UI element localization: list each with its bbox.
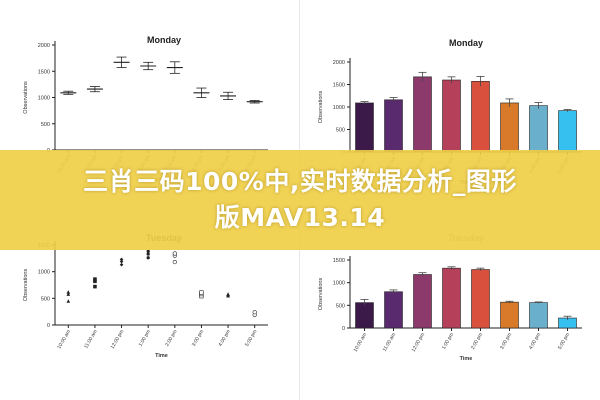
banner-line-1: 三肖三码100%中,实时数据分析_图形: [83, 167, 517, 196]
bar: [413, 274, 432, 329]
x-tick-label: 12:00 pm: [411, 332, 427, 353]
data-point: [199, 290, 204, 295]
banner-line-2: 版MAV13.14: [214, 203, 386, 232]
y-tick-label: 1500: [333, 83, 345, 89]
y-tick-label: 2000: [38, 43, 50, 49]
data-point: [146, 256, 150, 260]
x-tick-label: 12:00 pm: [110, 329, 126, 350]
x-tick-label: 10:00 am: [56, 329, 72, 350]
y-tick-label: 1000: [38, 96, 50, 102]
x-tick-label: 11:00 am: [83, 329, 98, 350]
y-tick-label: 500: [336, 303, 345, 309]
x-tick-label: 2:00 pm: [164, 329, 178, 348]
bar: [558, 110, 577, 153]
data-point: [66, 290, 71, 294]
chart-title: Monday: [147, 35, 181, 45]
y-axis-label: Observations: [23, 81, 29, 114]
data-point: [119, 262, 124, 267]
y-tick-label: 500: [41, 122, 50, 128]
data-point: [172, 259, 177, 265]
bar: [355, 102, 374, 153]
bar: [529, 302, 548, 329]
bar: [384, 99, 403, 153]
chart-title: Monday: [449, 38, 483, 48]
y-axis-label: Observations: [23, 269, 29, 302]
data-point: [66, 292, 71, 296]
y-axis-label: Observations: [318, 91, 324, 124]
bar: [384, 291, 403, 329]
x-axis-label: Time: [460, 356, 473, 362]
chart-svg: Tuesday050010001500Observations10:00 am1…: [318, 233, 582, 362]
data-point: [119, 257, 124, 262]
y-tick-label: 1500: [333, 258, 345, 264]
bar: [471, 269, 490, 329]
x-tick-label: 2:00 pm: [470, 332, 484, 351]
bar: [413, 76, 432, 153]
x-tick-label: 3:00 pm: [191, 329, 205, 348]
bar: [442, 267, 461, 329]
y-tick-label: 500: [41, 296, 50, 302]
x-tick-label: 10:00 am: [353, 332, 369, 353]
data-point: [66, 299, 71, 303]
x-axis-label: Time: [155, 353, 168, 359]
data-point: [172, 251, 177, 256]
data-point: [252, 310, 257, 315]
y-tick-label: 0: [342, 326, 345, 332]
y-tick-label: 1500: [38, 69, 50, 75]
data-point: [93, 284, 97, 289]
bar: [471, 81, 490, 153]
data-point: [146, 249, 150, 254]
bar: [500, 301, 519, 329]
data-point: [146, 252, 150, 256]
bar: [355, 302, 374, 329]
x-tick-label: 3:00 pm: [499, 332, 513, 351]
y-tick-label: 1000: [38, 270, 50, 276]
x-tick-label: 1:00 pm: [138, 329, 152, 348]
y-tick-label: 0: [47, 323, 50, 329]
x-tick-label: 1:00 pm: [441, 332, 455, 351]
banner-overlay: [0, 150, 600, 250]
x-tick-label: 4:00 pm: [528, 332, 542, 351]
data-point: [226, 292, 230, 296]
y-axis-label: Observations: [318, 278, 324, 311]
x-tick-label: 4:00 pm: [218, 329, 232, 348]
bar: [500, 102, 519, 153]
banner-text: 三肖三码100%中,实时数据分析_图形 版MAV13.14: [0, 150, 600, 250]
bar: [442, 79, 461, 153]
y-tick-label: 1000: [333, 281, 345, 287]
bar: [529, 105, 548, 153]
data-point: [93, 279, 97, 284]
x-tick-label: 5:00 pm: [557, 332, 571, 351]
x-tick-label: 11:00 am: [382, 332, 397, 353]
y-tick-label: 1000: [333, 105, 345, 111]
data-point: [93, 277, 97, 281]
y-tick-label: 2000: [333, 60, 345, 66]
y-tick-label: 500: [336, 128, 345, 134]
x-tick-label: 5:00 pm: [244, 329, 258, 348]
